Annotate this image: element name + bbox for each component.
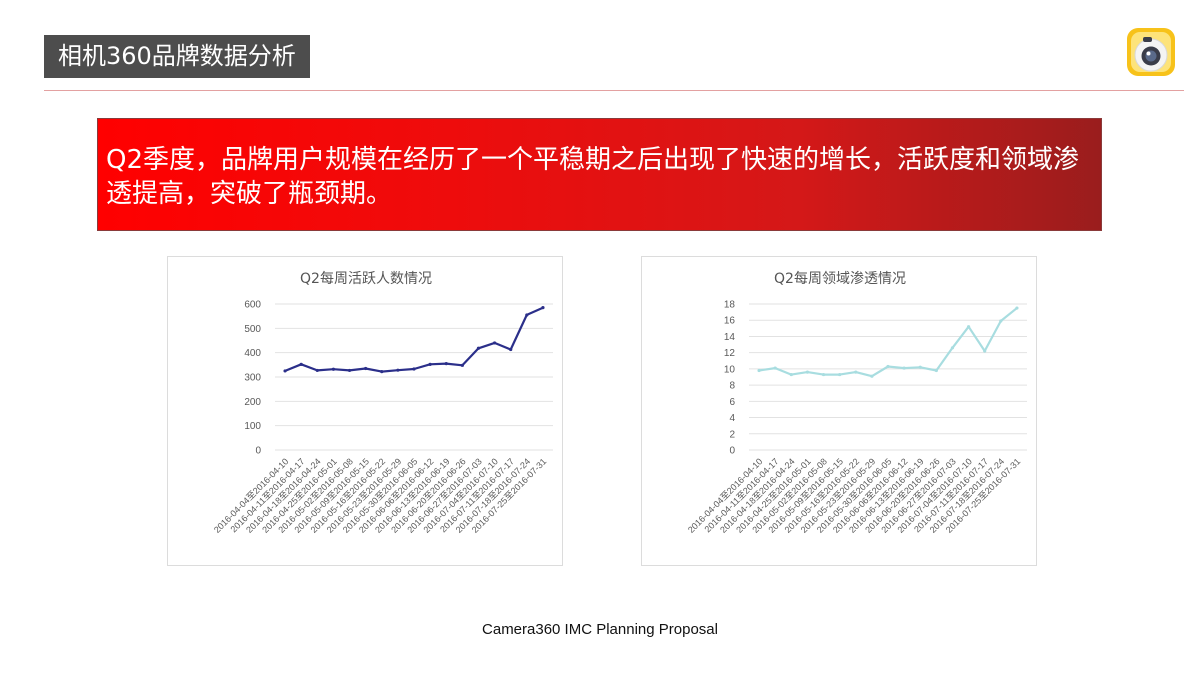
data-point	[380, 370, 384, 374]
data-point	[805, 370, 810, 374]
data-point	[460, 363, 464, 367]
y-tick-label: 2	[729, 429, 735, 440]
weekly-penetration-plot: Q2每周领域渗透情况0246810121416182016-04-04至2016…	[686, 271, 1027, 535]
y-tick-label: 18	[724, 300, 736, 311]
data-point	[789, 372, 793, 377]
series-line	[283, 306, 544, 373]
data-point	[757, 368, 761, 373]
data-point	[283, 369, 287, 373]
y-tick-label: 12	[724, 348, 736, 359]
summary-text: Q2季度，品牌用户规模在经历了一个平稳期之后出现了快速的增长，活跃度和领域渗透提…	[106, 145, 1080, 209]
data-point	[364, 366, 368, 371]
data-point	[428, 362, 432, 366]
data-point	[838, 372, 842, 377]
y-tick-label: 10	[724, 364, 736, 375]
data-point	[821, 372, 826, 377]
data-point	[476, 346, 481, 350]
header-divider	[44, 90, 1184, 91]
data-point	[509, 347, 513, 352]
y-tick-label: 0	[729, 446, 735, 457]
data-point	[299, 362, 303, 366]
data-point	[412, 367, 416, 371]
data-point	[331, 367, 336, 371]
data-point	[918, 365, 922, 369]
y-tick-label: 8	[729, 381, 735, 392]
chart-title: Q2每周活跃人数情况	[300, 271, 432, 287]
data-point	[870, 374, 874, 378]
data-point	[983, 349, 987, 353]
y-tick-label: 100	[244, 421, 261, 432]
y-tick-label: 200	[244, 397, 261, 408]
y-tick-label: 4	[729, 413, 735, 424]
y-tick-label: 6	[729, 397, 735, 408]
data-point	[950, 346, 955, 350]
data-point	[347, 368, 352, 373]
data-point	[492, 341, 497, 345]
weekly-active-users-plot: Q2每周活跃人数情况01002003004005006002016-04-04至…	[212, 271, 553, 535]
data-point	[966, 325, 971, 329]
y-tick-label: 16	[724, 316, 736, 327]
data-point	[999, 319, 1003, 323]
weekly-active-users-chart: Q2每周活跃人数情况 0 100 200 300 400 500 600 2016-04-04至…	[167, 256, 563, 566]
y-tick-label: 400	[244, 348, 261, 359]
data-point	[902, 366, 906, 370]
y-tick-label: 500	[244, 324, 261, 335]
data-point	[315, 368, 319, 373]
camera360-app-icon	[1127, 28, 1175, 76]
y-tick-label: 0	[255, 446, 261, 457]
data-point	[854, 370, 858, 374]
data-point	[396, 368, 400, 372]
footer-caption: Camera360 IMC Planning Proposal	[482, 621, 718, 638]
y-tick-label: 14	[724, 332, 736, 343]
data-point	[1015, 306, 1019, 310]
summary-banner: Q2季度，品牌用户规模在经历了一个平稳期之后出现了快速的增长，活跃度和领域渗透提…	[97, 118, 1102, 231]
y-tick-label: 300	[244, 373, 261, 384]
chart-title: Q2每周领域渗透情况	[774, 271, 906, 287]
weekly-penetration-chart: Q2每周领域渗透情况 0 2 4 6 8 10 12 14 16 18 2016-04-04至2016…	[641, 256, 1037, 566]
data-point	[444, 362, 448, 366]
page-title: 相机360品牌数据分析	[44, 35, 310, 78]
data-point	[541, 306, 545, 310]
y-tick-label: 600	[244, 300, 261, 311]
data-point	[773, 366, 777, 370]
data-point	[525, 313, 529, 317]
data-point	[886, 364, 890, 369]
data-point	[934, 368, 938, 373]
